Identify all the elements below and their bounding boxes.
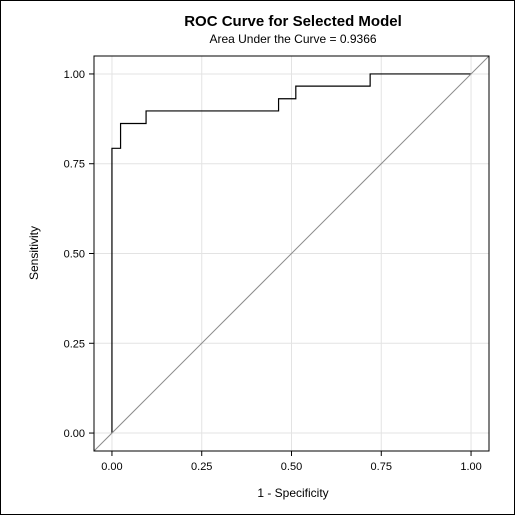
plot-area bbox=[93, 55, 490, 452]
x-axis: 0.00 0.25 0.50 0.75 1.00 bbox=[101, 451, 482, 473]
roc-curve-line bbox=[111, 73, 472, 434]
y-tick-label: 0.50 bbox=[64, 249, 85, 261]
y-tick-label: 1.00 bbox=[64, 69, 85, 81]
x-axis-label: 1 - Specificity bbox=[257, 486, 328, 500]
y-tick-label: 0.25 bbox=[64, 338, 85, 350]
y-axis-label: Sensitivity bbox=[27, 226, 41, 280]
x-tick-label: 0.25 bbox=[191, 461, 212, 473]
x-tick-label: 1.00 bbox=[460, 461, 481, 473]
x-tick-label: 0.75 bbox=[371, 461, 392, 473]
x-tick-label: 0.00 bbox=[101, 461, 122, 473]
y-tick-label: 0.75 bbox=[64, 159, 85, 171]
reference-diagonal-line bbox=[93, 55, 490, 452]
x-tick-label: 0.50 bbox=[281, 461, 302, 473]
chart-subtitle: Area Under the Curve = 0.9366 bbox=[209, 32, 376, 46]
y-axis: 0.00 0.25 0.50 0.75 1.00 bbox=[64, 69, 94, 440]
chart-title: ROC Curve for Selected Model bbox=[184, 13, 402, 30]
y-tick-label: 0.00 bbox=[64, 428, 85, 440]
